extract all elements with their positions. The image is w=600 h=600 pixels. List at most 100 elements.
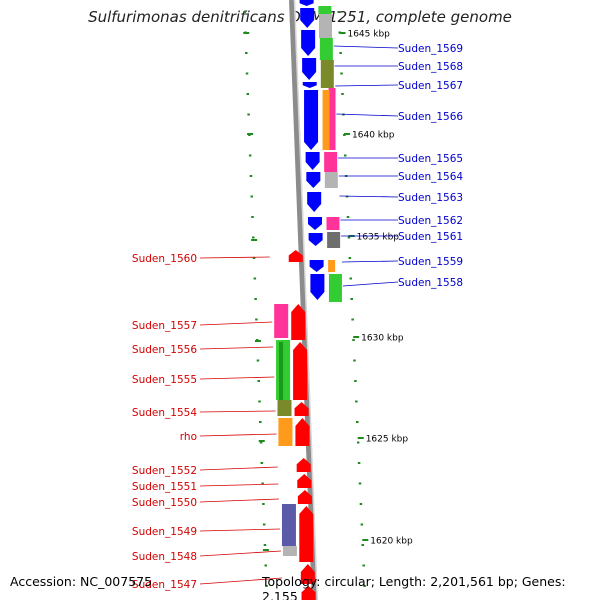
gene-label-reverse[interactable]: Suden_1563	[398, 192, 463, 204]
forward-strand-cds[interactable]	[301, 586, 316, 600]
cog-block-slate-blue[interactable]	[281, 504, 296, 546]
gene-leader-line	[339, 195, 399, 198]
reverse-strand-cds[interactable]	[306, 172, 321, 188]
minor-tick-outer	[258, 400, 261, 403]
minor-tick-inner	[355, 400, 358, 403]
cog-block-pink[interactable]	[274, 304, 289, 338]
cog-block-olive[interactable]	[277, 400, 292, 416]
gene-label-reverse[interactable]: Suden_1565	[398, 153, 463, 165]
cog-block-green[interactable]	[318, 6, 332, 14]
cog-block-pink[interactable]	[324, 152, 338, 172]
gene-leader-line	[199, 577, 282, 585]
reverse-strand-cds[interactable]	[300, 8, 315, 28]
gene-leader-line	[199, 466, 278, 471]
major-tick-inner	[362, 539, 369, 541]
minor-tick-outer	[253, 277, 257, 280]
reverse-strand-cds[interactable]	[307, 217, 322, 230]
cog-block-pink[interactable]	[326, 217, 340, 230]
cog-block-green[interactable]	[328, 274, 342, 302]
cog-block-gray[interactable]	[324, 172, 338, 188]
reverse-strand-cds[interactable]	[301, 30, 316, 56]
minor-tick-inner	[339, 52, 342, 54]
forward-strand-cds[interactable]	[296, 458, 311, 472]
minor-tick-inner	[343, 154, 347, 157]
gene-label-reverse[interactable]: Suden_1562	[398, 215, 463, 227]
gene-leader-line	[342, 281, 399, 287]
forward-strand-cds[interactable]	[297, 490, 312, 504]
reverse-strand-cds[interactable]	[310, 274, 325, 300]
gene-leader-line	[199, 256, 270, 259]
minor-tick-inner	[360, 523, 364, 526]
major-tick-outer	[258, 440, 265, 442]
minor-tick-outer	[255, 318, 258, 321]
cog-block-gray[interactable]	[318, 14, 332, 38]
cog-block-green[interactable]	[319, 38, 333, 60]
gene-label-forward[interactable]: Suden_1547	[132, 579, 197, 591]
gene-label-forward[interactable]: Suden_1551	[132, 481, 197, 493]
kbp-scale-label: 1630 kbp	[361, 334, 404, 344]
cog-block-olive[interactable]	[320, 60, 334, 88]
gene-label-forward[interactable]: rho	[180, 431, 197, 443]
forward-strand-cds[interactable]	[288, 250, 303, 262]
cog-block-orange[interactable]	[328, 260, 336, 272]
minor-tick-inner	[349, 277, 353, 280]
minor-tick-outer	[243, 11, 246, 13]
gene-label-forward[interactable]: Suden_1548	[132, 551, 197, 563]
reverse-strand-cds[interactable]	[299, 0, 314, 6]
forward-strand-cds[interactable]	[291, 304, 306, 340]
minor-tick-outer	[259, 421, 262, 423]
cog-block-dark-gray[interactable]	[327, 232, 341, 248]
reverse-strand-cds[interactable]	[302, 82, 317, 88]
cog-block-gray[interactable]	[282, 546, 297, 556]
minor-tick-inner	[347, 236, 351, 239]
forward-strand-cds[interactable]	[294, 402, 309, 416]
gene-label-reverse[interactable]: Suden_1567	[398, 80, 463, 92]
forward-strand-cds[interactable]	[295, 418, 310, 446]
forward-strand-cds[interactable]	[293, 342, 308, 400]
gene-label-reverse[interactable]: Suden_1559	[398, 256, 463, 268]
reverse-strand-cds[interactable]	[307, 192, 322, 212]
cog-block-orange[interactable]	[322, 90, 330, 150]
forward-strand-cds[interactable]	[299, 506, 314, 562]
gene-label-forward[interactable]: Suden_1557	[132, 320, 197, 332]
reverse-strand-cds[interactable]	[308, 233, 323, 246]
gene-label-forward[interactable]: Suden_1550	[132, 497, 197, 509]
kbp-scale-label: 1645 kbp	[347, 30, 390, 40]
reverse-strand-cds[interactable]	[305, 152, 320, 170]
reverse-strand-cds[interactable]	[302, 58, 317, 80]
minor-tick-inner	[350, 298, 353, 300]
reverse-strand-cds[interactable]	[309, 260, 324, 272]
gene-label-reverse[interactable]: Suden_1568	[398, 61, 463, 73]
gene-label-forward[interactable]: Suden_1555	[132, 374, 197, 386]
gene-label-reverse[interactable]: Suden_1564	[398, 171, 463, 183]
gene-label-forward[interactable]: Suden_1552	[132, 465, 197, 477]
major-tick-inner	[357, 437, 364, 439]
genome-backbone-highlight	[293, 0, 319, 600]
gene-label-forward[interactable]: Suden_1554	[132, 407, 197, 419]
gene-label-forward[interactable]: Suden_1549	[132, 526, 197, 538]
cog-block-pink[interactable]	[328, 88, 336, 150]
minor-tick-inner	[348, 257, 352, 259]
minor-tick-inner	[357, 462, 361, 464]
gene-label-forward[interactable]: Suden_1556	[132, 344, 197, 356]
minor-tick-outer	[252, 236, 255, 239]
minor-tick-outer	[246, 93, 250, 95]
major-tick-outer	[243, 32, 250, 34]
minor-tick-outer	[252, 257, 256, 259]
forward-strand-cds[interactable]	[297, 474, 312, 488]
cog-block-orange[interactable]	[278, 418, 293, 446]
gene-leader-line	[336, 113, 399, 117]
gene-label-reverse[interactable]: Suden_1561	[398, 231, 463, 243]
minor-tick-inner	[340, 72, 343, 75]
minor-tick-inner	[346, 216, 350, 218]
minor-tick-outer	[254, 298, 257, 300]
gene-label-forward[interactable]: Suden_1560	[132, 253, 197, 265]
major-tick-outer	[247, 133, 254, 135]
gene-label-reverse[interactable]: Suden_1558	[398, 277, 463, 289]
gene-label-reverse[interactable]: Suden_1569	[398, 43, 463, 55]
gene-leader-line	[199, 550, 281, 557]
major-tick-inner	[339, 32, 346, 34]
gene-label-reverse[interactable]: Suden_1566	[398, 111, 463, 123]
forward-strand-cds[interactable]	[300, 564, 315, 584]
reverse-strand-cds[interactable]	[304, 90, 319, 150]
